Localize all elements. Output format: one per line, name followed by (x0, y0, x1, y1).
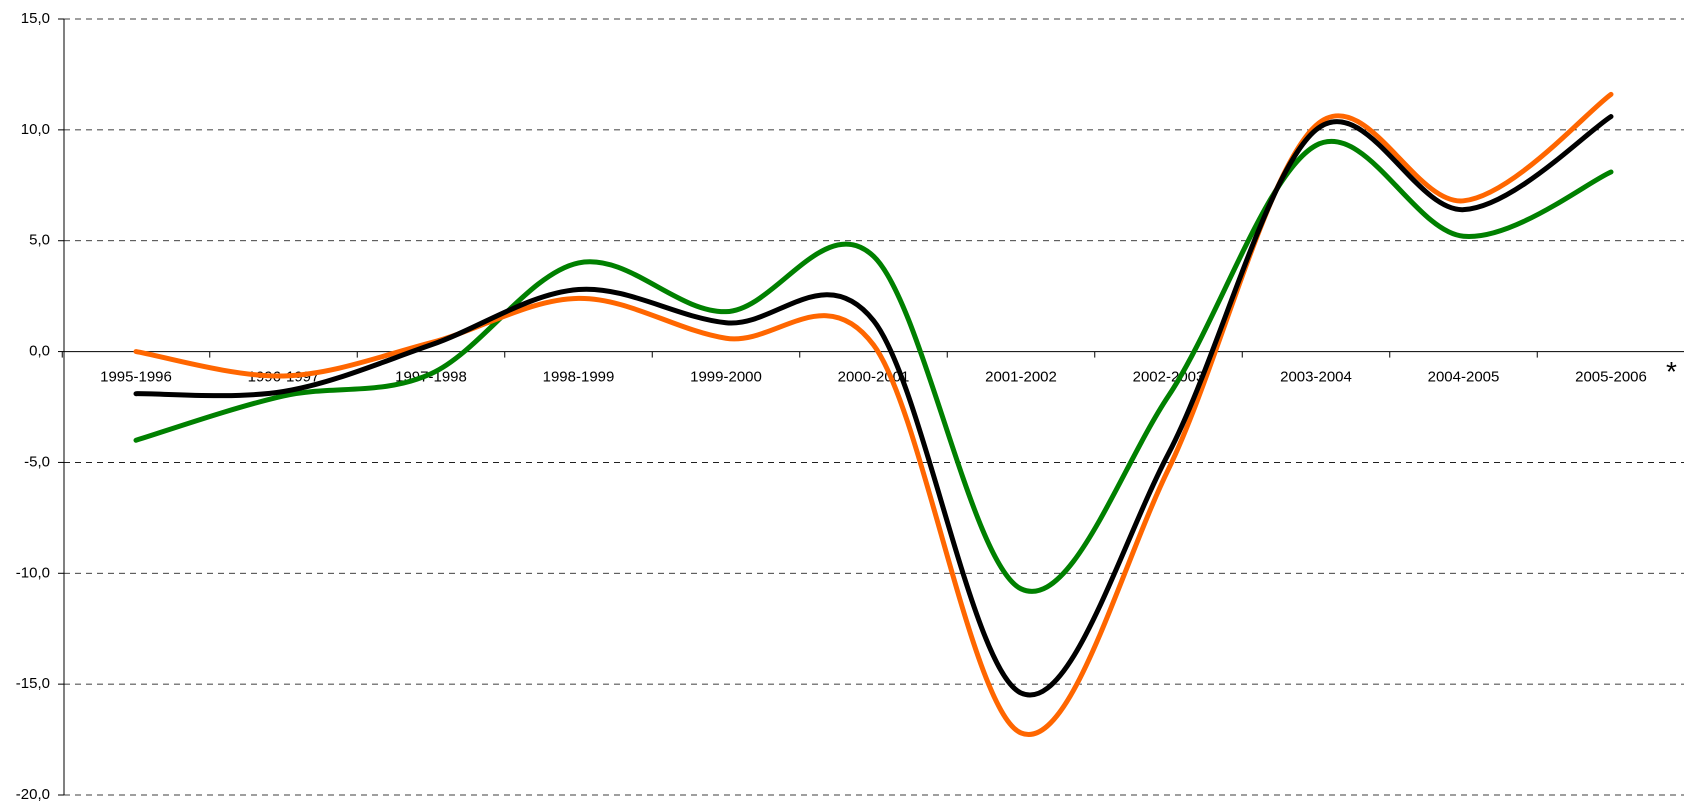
y-tick-label: -20,0 (16, 786, 50, 803)
x-tick-label: 2005-2006 (1575, 369, 1647, 386)
series-line (133, 114, 1614, 698)
annotation: * (1666, 356, 1677, 387)
x-tick-label: 1995-1996 (100, 369, 172, 386)
y-tick-label: -15,0 (16, 675, 50, 692)
y-tick-label: 0,0 (29, 343, 50, 360)
x-tick-label: 1998-1999 (543, 369, 615, 386)
y-tick-label: -10,0 (16, 564, 50, 581)
y-tick-label: 15,0 (21, 10, 50, 27)
y-tick-label: 10,0 (21, 121, 50, 138)
series-line (133, 138, 1614, 594)
x-tick-label: 2001-2002 (985, 369, 1057, 386)
series-line (133, 91, 1614, 737)
x-tick-label: 1999-2000 (690, 369, 762, 386)
x-tick-label: 2002-2003 (1133, 369, 1205, 386)
x-tick-label: 2004-2005 (1428, 369, 1500, 386)
x-tick-label: 2003-2004 (1280, 369, 1352, 386)
y-tick-label: 5,0 (29, 232, 50, 249)
y-tick-label: -5,0 (24, 453, 50, 470)
